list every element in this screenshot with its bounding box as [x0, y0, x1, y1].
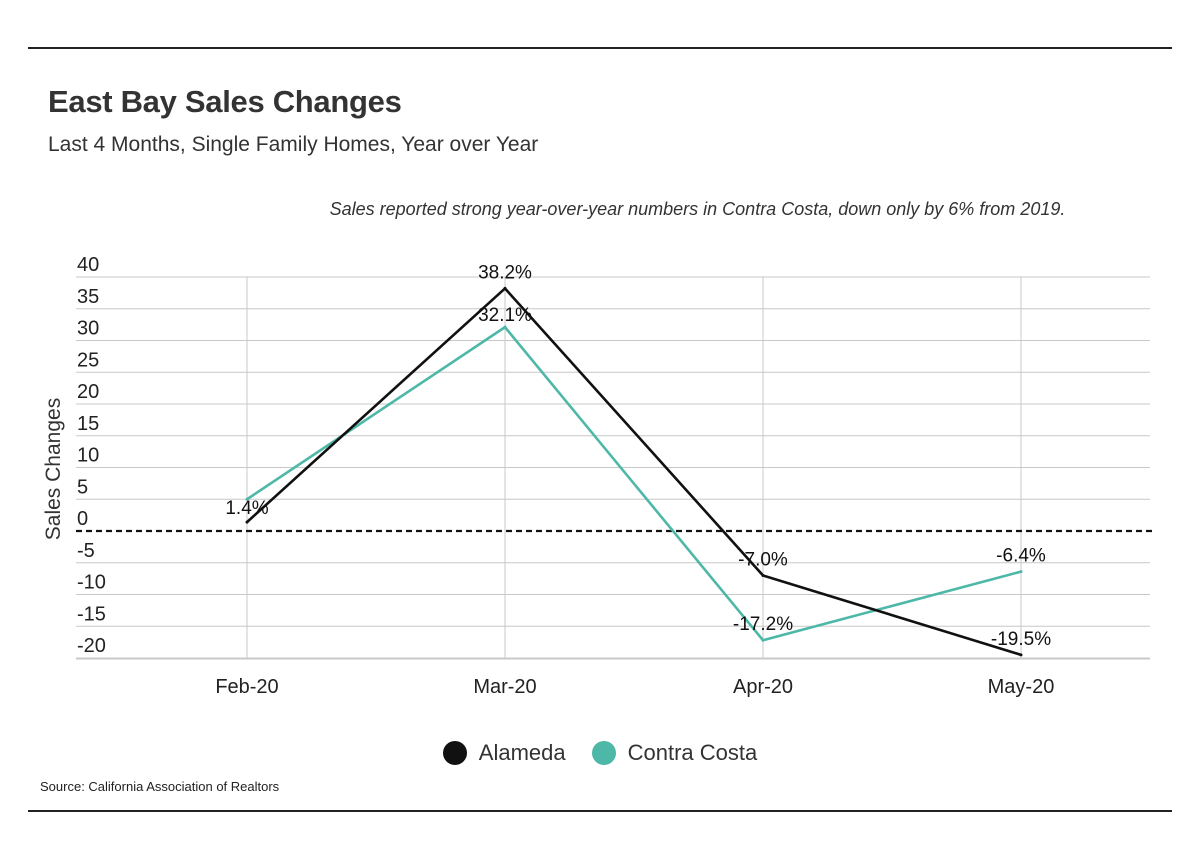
series-line-contra-costa: [246, 325, 1022, 642]
data-point: [761, 573, 765, 577]
data-label: -19.5%: [991, 629, 1051, 650]
legend-label-alameda: Alameda: [478, 740, 566, 765]
legend-item-contra-costa: Contra Costa: [591, 740, 758, 766]
data-label: -7.0%: [738, 549, 788, 570]
y-tick-label: 0: [77, 508, 88, 530]
data-label: 32.1%: [478, 305, 532, 326]
y-tick-label: 25: [77, 349, 99, 371]
data-point: [761, 638, 765, 642]
data-label: -6.4%: [996, 546, 1046, 567]
grid: [76, 276, 1150, 660]
data-point: [1019, 653, 1023, 657]
legend-marker-contra-costa: [591, 741, 616, 765]
data-label: -17.2%: [733, 614, 793, 635]
source-note: Source: California Association of Realto…: [40, 779, 280, 794]
x-tick-label: Mar-20: [473, 676, 536, 698]
chart-annotation: Sales reported strong year-over-year num…: [329, 199, 1066, 219]
data-point: [503, 325, 507, 329]
series-lines: [245, 286, 1023, 657]
x-tick-label: May-20: [988, 676, 1055, 698]
data-label: 1.4%: [225, 498, 268, 519]
chart-title: East Bay Sales Changes: [48, 84, 402, 119]
legend-marker-alameda: [442, 741, 467, 765]
y-tick-label: -15: [77, 603, 106, 625]
data-labels: 1.4% 38.2% -7.0% -19.5% 32.1% -17.2% -6.4%: [225, 262, 1051, 649]
y-tick-label: 30: [77, 318, 99, 340]
x-tick-label: Feb-20: [215, 676, 278, 698]
y-tick-labels: 40 35 30 25 20 15 10 5 0 -5 -10 -15 -20: [77, 254, 106, 657]
x-tick-label: Apr-20: [733, 676, 793, 698]
data-point: [1019, 570, 1023, 574]
series-line-alameda: [246, 286, 1022, 657]
data-point: [245, 520, 249, 524]
bottom-rule: [28, 810, 1172, 812]
y-tick-label: 40: [77, 254, 99, 276]
data-point: [503, 286, 507, 290]
y-tick-label: 5: [77, 476, 88, 498]
y-tick-label: -20: [77, 635, 106, 657]
y-tick-label: 35: [77, 286, 99, 308]
legend-label-contra-costa: Contra Costa: [627, 740, 758, 765]
y-tick-label: 15: [77, 413, 99, 435]
y-tick-label: -5: [77, 540, 95, 562]
data-point: [245, 497, 249, 501]
y-axis-title: Sales Changes: [42, 398, 65, 540]
data-label: 38.2%: [478, 262, 532, 283]
y-tick-label: -10: [77, 572, 106, 594]
x-tick-labels: Feb-20 Mar-20 Apr-20 May-20: [215, 676, 1054, 698]
legend: Alameda Contra Costa: [0, 740, 1200, 766]
y-tick-label: 10: [77, 445, 99, 467]
y-tick-label: 20: [77, 381, 99, 403]
top-rule: [28, 47, 1172, 49]
legend-item-alameda: Alameda: [442, 740, 566, 766]
chart-subtitle: Last 4 Months, Single Family Homes, Year…: [48, 133, 539, 156]
